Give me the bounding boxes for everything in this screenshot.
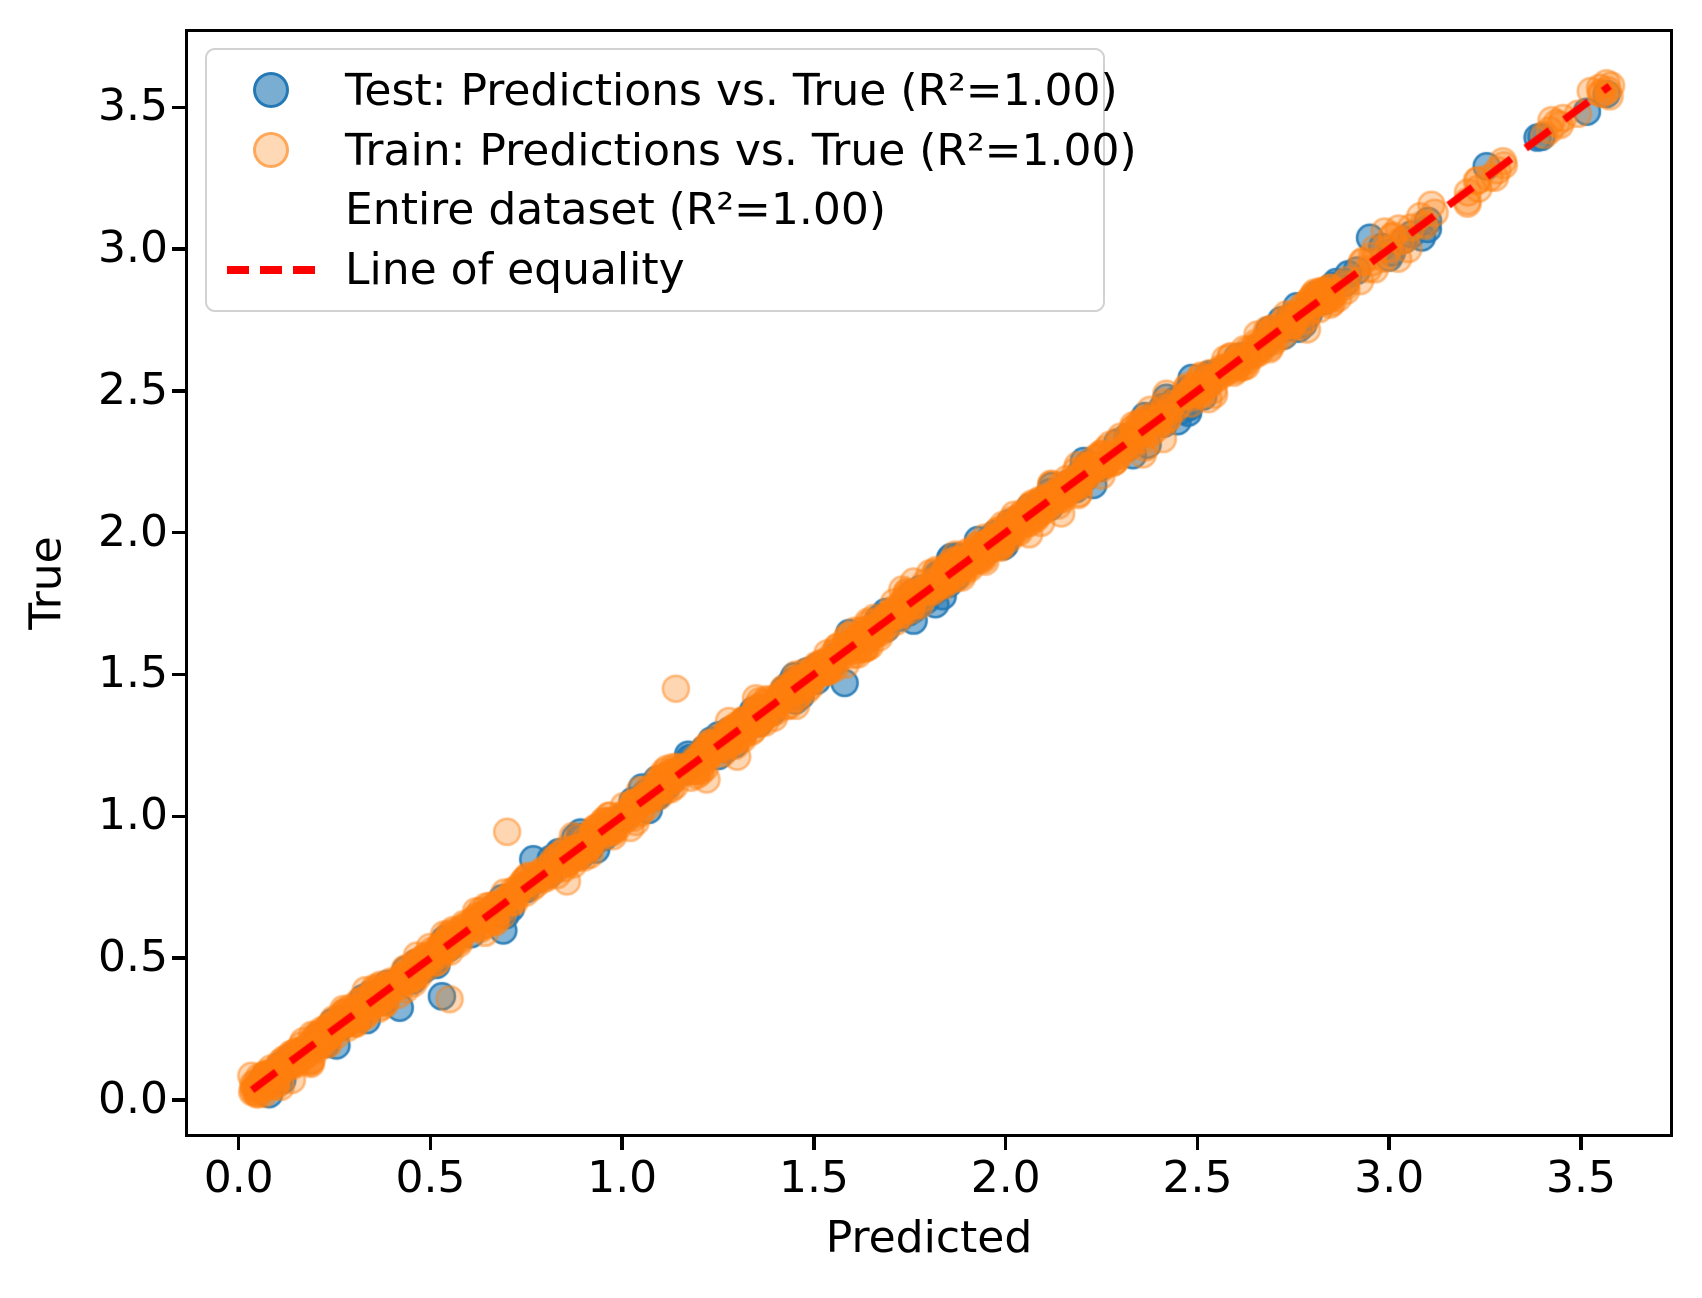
y-tick-mark — [172, 814, 185, 818]
x-tick-mark — [1003, 1137, 1008, 1150]
legend-label-train: Train: Predictions vs. True (R²=1.00) — [345, 124, 1137, 176]
legend-row-entire-dataset: Entire dataset (R²=1.00) — [225, 184, 1093, 235]
x-tick-mark — [620, 1137, 624, 1150]
x-tick-mark — [1579, 1137, 1583, 1150]
legend: Test: Predictions vs. True (R²=1.00) Tra… — [205, 48, 1137, 312]
x-tick-label: 1.5 — [778, 1152, 849, 1203]
x-tick-mark — [236, 1137, 241, 1150]
y-tick-label: 2.5 — [98, 363, 168, 415]
equality-line-icon — [227, 265, 315, 274]
x-tick-label: 3.0 — [1354, 1152, 1425, 1203]
legend-label-test: Test: Predictions vs. True (R²=1.00) — [345, 64, 1118, 116]
legend-row-test: Test: Predictions vs. True (R²=1.00) — [225, 65, 1118, 116]
y-tick-label: 1.5 — [98, 647, 168, 699]
legend-row-equality-line: Line of equality — [225, 244, 1093, 295]
x-tick-label: 2.5 — [1162, 1152, 1233, 1203]
y-tick-label: 1.0 — [98, 789, 168, 841]
y-tick-mark — [172, 672, 185, 677]
x-tick-mark — [428, 1137, 433, 1150]
x-tick-label: 2.0 — [970, 1152, 1041, 1203]
y-tick-mark — [172, 956, 185, 960]
y-tick-mark — [172, 389, 185, 393]
y-tick-mark — [172, 105, 185, 110]
x-tick-label: 1.0 — [587, 1152, 658, 1203]
y-tick-label: 2.0 — [98, 505, 168, 557]
x-tick-label: 3.5 — [1545, 1152, 1616, 1203]
x-tick-label: 0.5 — [395, 1152, 466, 1203]
y-tick-label: 3.5 — [98, 80, 168, 132]
x-tick-label: 0.0 — [203, 1152, 274, 1203]
x-tick-mark — [1195, 1137, 1200, 1150]
x-axis-label: Predicted — [825, 1212, 1033, 1263]
x-tick-mark — [812, 1137, 816, 1150]
test-scatter-marker-icon — [253, 72, 289, 109]
y-tick-mark — [172, 247, 185, 251]
y-tick-mark — [172, 530, 185, 535]
y-tick-label: 0.5 — [98, 931, 168, 983]
train-scatter-marker-icon — [253, 132, 289, 169]
y-tick-label: 0.0 — [98, 1072, 168, 1124]
y-tick-label: 3.0 — [98, 222, 168, 274]
y-tick-mark — [172, 1098, 185, 1102]
y-axis-label: True — [20, 536, 72, 630]
x-tick-mark — [1387, 1137, 1391, 1150]
legend-label-entire-dataset: Entire dataset (R²=1.00) — [345, 184, 887, 236]
legend-label-equality-line: Line of equality — [345, 244, 685, 296]
legend-row-train: Train: Predictions vs. True (R²=1.00) — [225, 125, 1137, 176]
